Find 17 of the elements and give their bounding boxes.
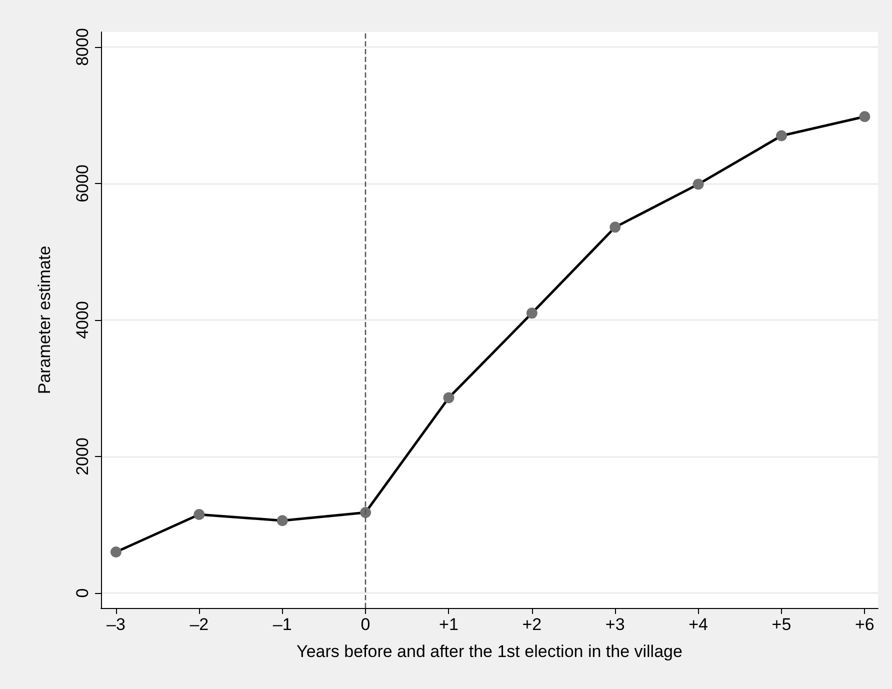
x-tick-label: –2 (190, 615, 209, 634)
y-tick-label: 6000 (73, 164, 92, 202)
x-tick-label: +5 (772, 615, 792, 634)
y-tick-label: 0 (73, 588, 92, 598)
y-tick-label: 2000 (73, 438, 92, 476)
x-tick-label: 0 (360, 615, 370, 634)
x-tick-label: +3 (605, 615, 625, 634)
y-tick-label: 4000 (73, 301, 92, 339)
x-tick-label: +4 (688, 615, 708, 634)
x-tick-label: +1 (439, 615, 458, 634)
x-tick-label: –1 (272, 615, 292, 634)
x-tick-label: –3 (106, 615, 126, 634)
y-axis-title: Parameter estimate (35, 246, 54, 394)
y-tick-label: 8000 (73, 28, 92, 66)
x-axis-title: Years before and after the 1st election in the village (296, 642, 682, 661)
x-tick-label: +6 (854, 615, 874, 634)
x-tick-label: +2 (522, 615, 542, 634)
